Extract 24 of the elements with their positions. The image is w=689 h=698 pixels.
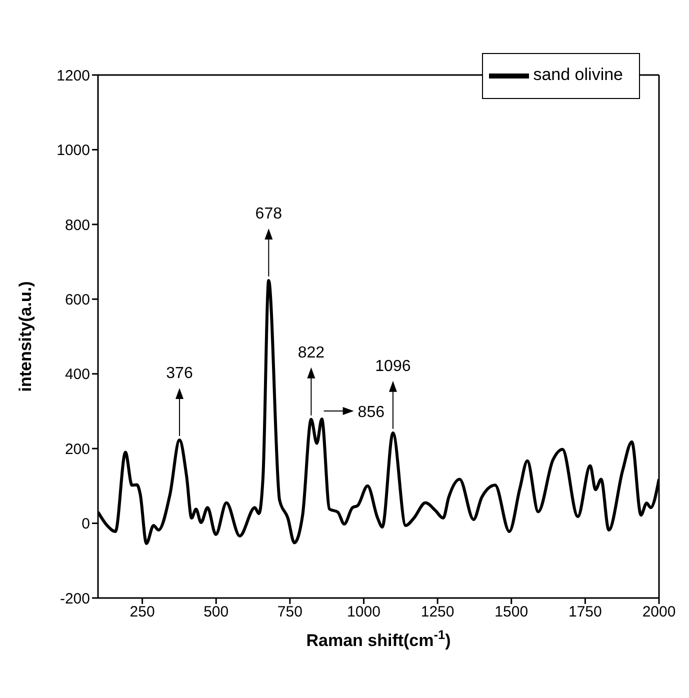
y-tick-label: 400	[64, 366, 90, 384]
annotation: 678	[255, 205, 282, 222]
y-tick-label: 800	[64, 216, 90, 234]
y-tick-label: 200	[64, 440, 90, 458]
x-axis-title: Raman shift(cm$^{-1}$)	[306, 626, 451, 650]
y-tick-label: -200	[60, 590, 90, 608]
legend-label: sand olivine	[533, 65, 623, 84]
x-tick-label: 250	[130, 604, 155, 621]
x-tick-label: 750	[277, 604, 302, 621]
x-tick-label: 1250	[420, 604, 454, 621]
annotation: 856	[358, 404, 385, 422]
x-tick-label: 500	[204, 604, 229, 621]
x-tick-label: 1000	[347, 604, 380, 621]
x-tick-label: 2000	[642, 604, 676, 621]
y-tick-label: 600	[64, 291, 90, 308]
y-tick-label: 1000	[56, 142, 90, 160]
x-tick-label: 1750	[568, 604, 602, 621]
y-tick-label: 1200	[56, 67, 90, 84]
annotation: 376	[166, 364, 193, 382]
x-tick-label: 1500	[494, 604, 528, 621]
annotation: 822	[298, 344, 325, 362]
y-tick-label: 0	[82, 516, 90, 533]
y-axis-title: intensity(a.u.)	[16, 281, 36, 392]
annotation: 1096	[375, 358, 411, 375]
